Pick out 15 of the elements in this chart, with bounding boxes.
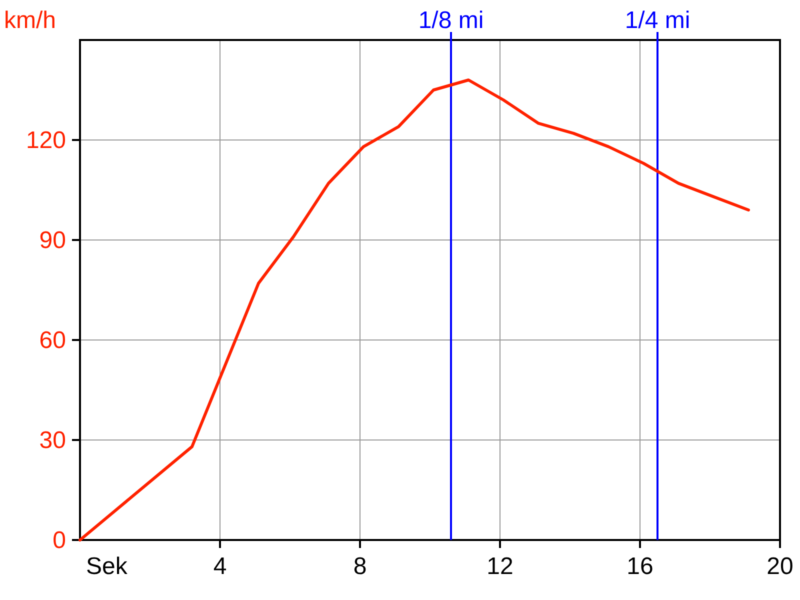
ref-line-label: 1/8 mi bbox=[418, 7, 484, 34]
y-axis-title: km/h bbox=[4, 7, 56, 34]
ref-line-label: 1/4 mi bbox=[624, 7, 690, 34]
x-tick-label: 16 bbox=[626, 553, 654, 580]
y-tick-label: 30 bbox=[39, 427, 66, 454]
y-tick-label: 90 bbox=[39, 227, 66, 254]
x-tick-label: 4 bbox=[213, 553, 227, 580]
y-tick-label: 0 bbox=[52, 527, 66, 554]
x-tick-label: 20 bbox=[766, 553, 794, 580]
y-tick-label: 120 bbox=[26, 127, 66, 154]
x-tick-label: 12 bbox=[486, 553, 514, 580]
line-series bbox=[78, 78, 750, 542]
x-axis-title: Sek bbox=[86, 553, 128, 580]
y-tick-label: 60 bbox=[39, 327, 66, 354]
x-tick-label: 8 bbox=[353, 553, 367, 580]
